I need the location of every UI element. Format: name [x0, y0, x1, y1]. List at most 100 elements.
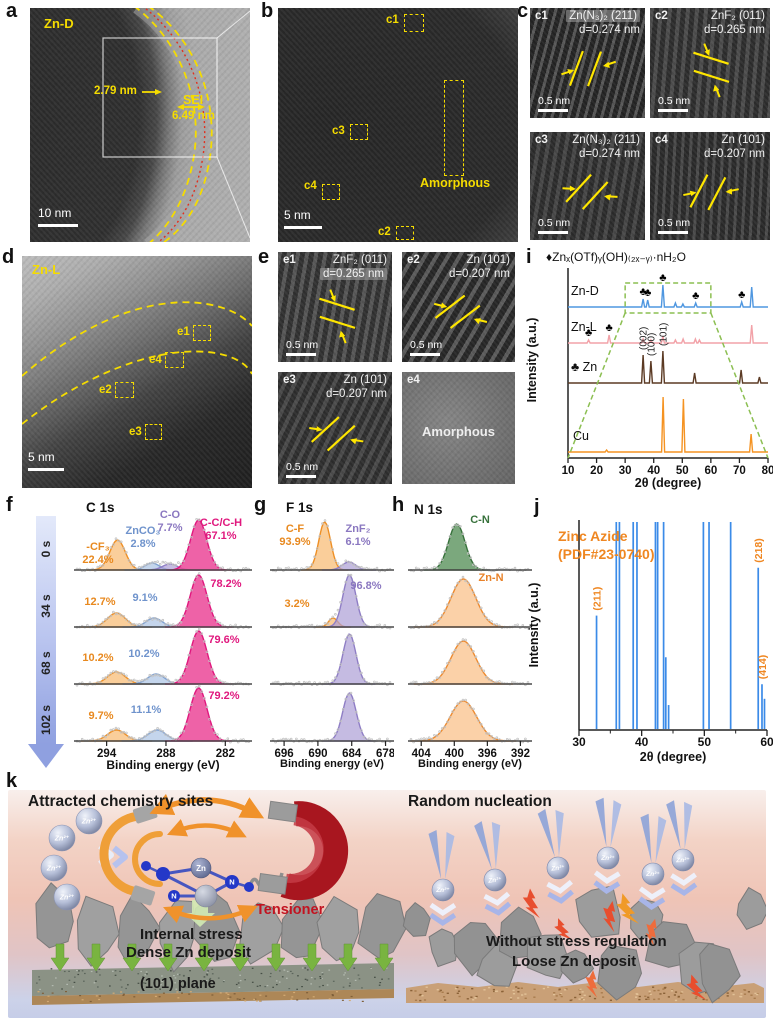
sei-thickness-label: 6.49 nm [172, 110, 215, 122]
svg-text:(002): (002) [639, 327, 650, 350]
tile-scalebar-label: 0.5 nm [538, 95, 571, 107]
panel-a-tem-image: Zn-D 2.79 nm SEI 6.49 nm 10 nm [30, 8, 250, 242]
svg-text:Zn²⁺: Zn²⁺ [435, 887, 450, 894]
xps-row-3 [408, 698, 532, 744]
label-znco3-r2: 10.2% [128, 648, 160, 660]
region-label-e3: e3 [129, 426, 142, 438]
svg-text:(414): (414) [757, 655, 769, 680]
region-box-e1 [193, 325, 211, 341]
tile-id: c3 [535, 134, 548, 146]
hrtem-tile-e2: e2 Zn (101) d=0.207 nm 0.5 nm [402, 252, 515, 362]
hrtem-tile-e1: e1 ZnF₂ (011) d=0.265 nm 0.5 nm [278, 252, 392, 362]
label-cc-r2: 79.6% [208, 634, 240, 646]
tile-spacing: d=0.207 nm [703, 148, 765, 160]
panel-letter-k: k [6, 770, 18, 792]
svg-text:50: 50 [698, 735, 712, 749]
xrd-trace-Cu: Cu [568, 396, 768, 453]
label-zn-n: Zn-N [478, 572, 504, 584]
sputter-time-arrow [36, 516, 56, 744]
sei-outer-dashed-line [149, 8, 213, 242]
tile-id: e2 [407, 254, 420, 266]
hrtem-tile-c1: c1 Zn(N₃)₂ (211) d=0.274 nm 0.5 nm [530, 8, 645, 118]
label-cf: C-F 93.9% [279, 523, 311, 549]
label-znf2-r1: 96.8% [350, 580, 382, 592]
region-label-c3: c3 [332, 125, 345, 137]
panel-k-schematic: Zn²⁺ Zn²⁺ Zn²⁺ Zn²⁺ N N Zn Zn²⁺ Zn²⁺ Zn²⁺ Zn²⁺ Zn²⁺… [8, 790, 766, 1018]
scalebar-label: 10 nm [38, 206, 72, 220]
random-nucleation-scene: Zn²⁺ Zn²⁺ Zn²⁺ Zn²⁺ Zn²⁺ Zn²⁺ [428, 797, 698, 927]
sputter-time-arrowhead [28, 744, 64, 768]
loose-deposit-label: Loose Zn deposit [512, 953, 637, 970]
xrd-trace-Zn-L: Zn-L♣ ♣ [568, 320, 768, 344]
svg-text:Zn²⁺: Zn²⁺ [675, 857, 690, 864]
tile-spacing: d=0.265 nm [319, 268, 387, 280]
svg-text:294: 294 [97, 748, 117, 760]
xps-row-2 [74, 627, 252, 687]
xrd-legend: ♦Znₓ(OTf)ᵧ(OH)₍₂ₓ₋ᵧ₎·nH₂O [546, 250, 686, 264]
tile-phase: Zn(N₃)₂ (211) [566, 10, 640, 22]
svg-text:40: 40 [635, 735, 649, 749]
panel-d-tem-image: Zn-L e1 e4 e2 e3 5 nm [22, 256, 252, 488]
sample-label-zn-l: Zn-L [32, 262, 61, 277]
label-cc-r1: 78.2% [210, 578, 242, 590]
tile-scalebar [658, 231, 688, 234]
scalebar [28, 468, 64, 471]
region-label-e2: e2 [99, 384, 112, 396]
tile-scalebar [286, 353, 316, 356]
svg-text:(211): (211) [592, 587, 604, 611]
xps-row-0 [74, 518, 252, 573]
xps-n1s-title: N 1s [414, 502, 443, 517]
tile-scalebar-label: 0.5 nm [286, 461, 319, 473]
region-label-c4: c4 [304, 180, 317, 192]
internal-stress-label: Internal stress [140, 926, 243, 943]
svg-text:60: 60 [704, 465, 717, 477]
tile-scalebar-label: 0.5 nm [658, 95, 691, 107]
label-cc-ch: C-C/C-H 67.1% [199, 517, 243, 543]
tensioner-label: Tensioner [256, 902, 325, 918]
panel-b-tem-image: c1 c3 c4 c2 Amorphous 5 nm [278, 8, 518, 242]
xps-f1s-plot: 696 690 684 678 [270, 519, 394, 760]
zinc-azide-molecule: N N Zn [141, 857, 254, 908]
svg-text:♣: ♣ [738, 289, 745, 301]
region-label-c2: c2 [378, 226, 391, 238]
label-c-n: C-N [470, 514, 490, 526]
amorphous-label: Amorphous [420, 176, 491, 190]
svg-text:20: 20 [590, 465, 603, 477]
without-regulation-label: Without stress regulation [486, 933, 667, 950]
xrd-trace-Zn: ♣ Zn (002)(100) (101) [568, 323, 768, 384]
svg-text:282: 282 [216, 748, 235, 760]
sei-inner-dashed-line [135, 8, 197, 242]
xps-c1s-plot: 294 288 282 [74, 518, 252, 760]
tile-scalebar [538, 231, 568, 234]
svg-text:(218): (218) [753, 538, 765, 563]
label-znco3-r1: 9.1% [132, 592, 158, 604]
label-cf3: -CF₃ 22.4% [82, 541, 114, 567]
scalebar-label: 5 nm [284, 208, 311, 222]
right-scene-title: Random nucleation [408, 793, 552, 810]
tile-spacing: d=0.207 nm [325, 388, 387, 400]
label-cf-r1: 3.2% [284, 598, 310, 610]
svg-text:Zn²⁺: Zn²⁺ [550, 864, 565, 872]
tile-spacing: d=0.207 nm [448, 268, 510, 280]
svg-text:(101): (101) [658, 323, 669, 346]
region-box-e4 [165, 352, 184, 368]
d-spacing-marks [693, 43, 730, 98]
exchange-arrows [149, 793, 265, 924]
xps-row-3 [270, 691, 394, 744]
d-spacing-marks [562, 173, 618, 210]
svg-text:Zn²⁺: Zn²⁺ [645, 871, 660, 879]
xps-f1s-xlabel: Binding energy (eV) [280, 758, 384, 770]
svg-text:288: 288 [156, 748, 176, 760]
stress-arrows-down [50, 900, 394, 972]
panel-letter-e: e [258, 246, 270, 268]
svg-text:40: 40 [647, 465, 660, 477]
svg-text:Zn²⁺: Zn²⁺ [600, 855, 615, 863]
loose-zn-rocks [402, 885, 766, 1004]
d-spacing-marks [683, 174, 739, 211]
xps-row-1 [408, 575, 532, 630]
substrates [32, 963, 764, 1005]
tile-phase: Zn (101) [343, 374, 387, 386]
tile-phase: Zn (101) [721, 134, 765, 146]
panel-letter-g: g [254, 494, 267, 516]
